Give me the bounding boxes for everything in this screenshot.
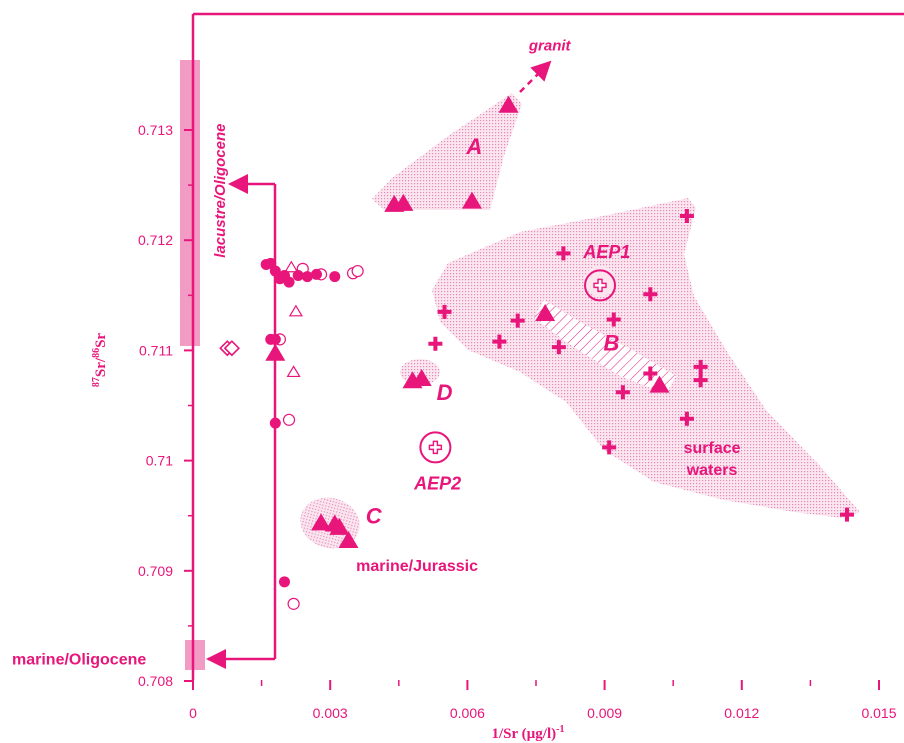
filled-triangle-point: [329, 517, 350, 535]
annotations: granit A B C D AEP1 AEP2 surface waters marine/Ju…: [12, 38, 741, 669]
cross-point: [556, 246, 571, 261]
cross-point: [606, 312, 621, 327]
y-axis-title-sup87: 87: [91, 377, 102, 387]
x-tick-label: 0.009: [587, 705, 622, 721]
region-layer: [300, 93, 860, 549]
filled-circle-point: [269, 333, 281, 345]
circled-cross-ring: [584, 269, 617, 302]
annotation-label: surface: [684, 440, 741, 457]
cross-point: [839, 507, 854, 522]
y-axis-title: 87Sr/86Sr: [91, 333, 109, 388]
y-tick-label: 0.713: [138, 122, 173, 138]
region-b-hatch: [534, 300, 676, 394]
cross-point: [643, 287, 658, 302]
open-circle-point: [351, 264, 364, 278]
data-points: [219, 95, 854, 610]
open-circle-point: [287, 597, 300, 610]
cross-point: [693, 359, 708, 374]
cross-point: [437, 304, 452, 319]
annotation-label: B: [604, 330, 620, 355]
y-axis-title-sup86: 86: [91, 348, 102, 358]
annotation-label: waters: [686, 462, 738, 479]
x-tick-label: 0.003: [313, 705, 348, 721]
x-axis-title: 1/Sr (µg/l)-1: [492, 724, 565, 742]
x-axis-title-main: 1/Sr (µg/l): [492, 726, 557, 742]
y-axis-title-sr: Sr/: [93, 357, 109, 377]
circled-cross-point: [428, 440, 443, 455]
lacustre-oligocene-bar: [180, 60, 200, 346]
filled-triangle-point: [311, 513, 332, 531]
annotation-label: AEP1: [582, 242, 630, 262]
filled-triangle-point: [265, 343, 286, 361]
y-tick-label: 0.708: [138, 673, 173, 689]
filled-circle-point: [269, 417, 281, 429]
annotation-label: granit: [528, 38, 572, 55]
x-axis-ticks: 0 0.003 0.006 0.009 0.012 0.015: [189, 680, 897, 721]
annotation-label: marine/Jurassic: [356, 558, 478, 575]
granit-arrow: [519, 60, 552, 93]
filled-circle-point: [329, 271, 341, 283]
cross-point: [428, 336, 443, 351]
open-triangle-point: [284, 260, 299, 273]
annotation-label: AEP2: [413, 473, 461, 493]
cross-point: [615, 385, 630, 400]
circled-cross-ring: [419, 431, 452, 464]
annotation-label: C: [366, 503, 383, 528]
filled-triangle-point: [649, 375, 670, 393]
x-axis-title-sup: -1: [556, 724, 564, 735]
cross-point: [602, 440, 617, 455]
marine-oligocene-bar: [185, 640, 205, 670]
y-tick-label: 0.71: [146, 453, 173, 469]
filled-circle-point: [278, 576, 290, 588]
x-tick-label: 0.012: [724, 705, 759, 721]
filled-triangle-point: [461, 191, 482, 209]
y-axis-title-end: Sr: [93, 333, 109, 348]
circled-cross-point: [593, 278, 607, 293]
x-tick-label: 0.015: [861, 705, 896, 721]
cross-point: [510, 313, 525, 328]
annotation-label: marine/Oligocene: [12, 651, 146, 668]
filled-triangle-point: [338, 531, 359, 549]
x-tick-label: 0.006: [450, 705, 485, 721]
y-tick-label: 0.709: [138, 563, 173, 579]
cross-point: [679, 411, 694, 426]
annotation-label: A: [465, 134, 482, 159]
filled-triangle-point: [393, 193, 414, 211]
annotation-label: lacustre/Oligocene: [212, 124, 229, 258]
filled-circle-point: [283, 276, 295, 288]
y-tick-label: 0.711: [139, 342, 173, 358]
filled-triangle-point: [411, 369, 432, 387]
cross-point: [693, 373, 708, 388]
filled-triangle-point: [498, 95, 519, 113]
y-axis-ticks: 0.708 0.709 0.71 0.711 0.712 0.713: [138, 122, 193, 689]
cross-point: [679, 208, 694, 223]
surface-waters-region: [432, 198, 860, 518]
open-circle-point: [282, 413, 296, 426]
open-diamond-point: [223, 340, 241, 357]
region-a: [372, 93, 522, 210]
cross-point: [643, 366, 658, 381]
filled-circle-point: [310, 268, 322, 280]
filled-circle-point: [301, 271, 313, 283]
cross-point: [551, 340, 566, 355]
y-tick-label: 0.712: [138, 232, 173, 248]
open-triangle-point: [286, 365, 301, 378]
cross-point: [492, 334, 507, 349]
annotation-label: D: [437, 380, 453, 405]
filled-circle-point: [292, 269, 304, 281]
filled-triangle-point: [535, 304, 556, 322]
open-triangle-point: [288, 304, 303, 317]
x-tick-label: 0: [189, 705, 197, 721]
